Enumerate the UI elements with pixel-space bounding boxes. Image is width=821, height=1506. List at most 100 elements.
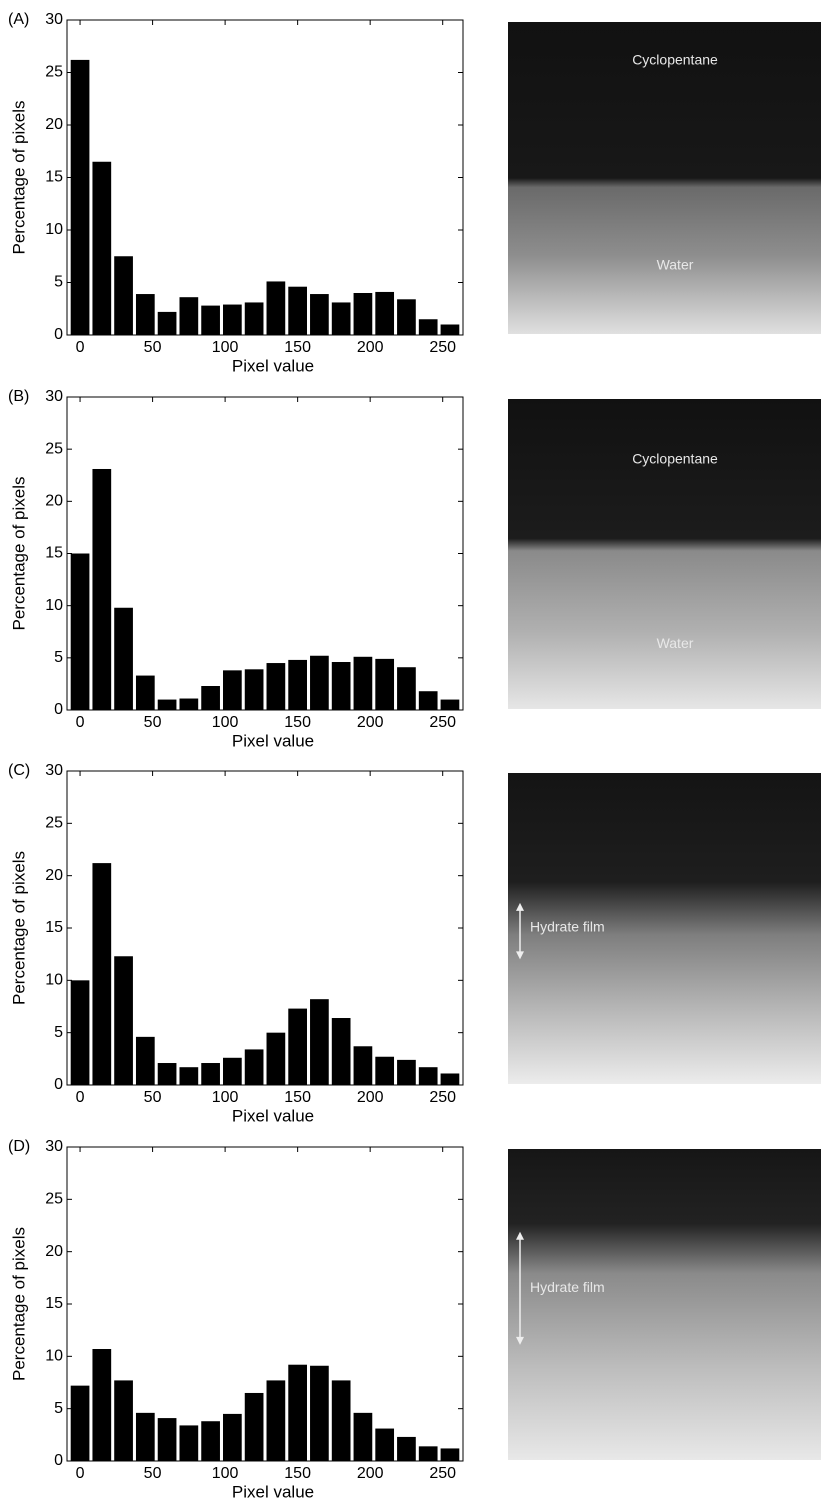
x-tick-label: 100 — [212, 714, 239, 731]
y-tick-label: 25 — [45, 440, 63, 457]
panel-label: (C) — [8, 762, 30, 779]
bar — [310, 655, 329, 710]
bar — [266, 1032, 286, 1085]
bar — [157, 699, 177, 710]
arrow-head — [516, 1336, 524, 1345]
y-tick-label: 5 — [54, 1400, 63, 1417]
y-tick-label: 15 — [45, 1295, 63, 1312]
bar — [114, 607, 133, 710]
bar — [135, 1036, 155, 1085]
image-label: Hydrate film — [530, 919, 605, 935]
x-axis-label: Pixel value — [232, 356, 314, 375]
y-axis-label: Percentage of pixels — [9, 100, 28, 254]
image-label: Water — [657, 635, 694, 651]
x-tick-label: 150 — [284, 1089, 311, 1106]
bar — [201, 686, 220, 710]
bar — [223, 1413, 242, 1461]
bar — [418, 319, 438, 335]
y-tick-label: 10 — [45, 597, 63, 614]
bar — [310, 999, 329, 1085]
bar — [135, 675, 155, 710]
y-axis-label: Percentage of pixels — [9, 1227, 28, 1381]
y-tick-label: 30 — [45, 388, 63, 405]
bar — [397, 1436, 416, 1461]
bar — [353, 1412, 373, 1461]
y-tick-label: 5 — [54, 1024, 63, 1041]
x-tick-label: 50 — [144, 1465, 162, 1482]
bar — [179, 297, 199, 335]
bar — [288, 1364, 307, 1461]
bar — [70, 553, 90, 710]
x-tick-label: 250 — [429, 1465, 456, 1482]
bar — [353, 293, 373, 335]
y-tick-label: 0 — [54, 1452, 63, 1469]
bar — [440, 1448, 460, 1461]
bar — [92, 161, 112, 335]
bar — [179, 1425, 199, 1461]
bar — [92, 863, 112, 1085]
y-tick-label: 20 — [45, 493, 63, 510]
image-label: Hydrate film — [530, 1279, 605, 1295]
x-tick-label: 100 — [212, 1089, 239, 1106]
bar — [201, 1421, 220, 1461]
bar — [310, 1365, 329, 1461]
bar — [92, 468, 112, 710]
x-tick-label: 250 — [429, 1089, 456, 1106]
arrow-head — [516, 1231, 524, 1240]
bar — [418, 1067, 438, 1085]
y-tick-label: 25 — [45, 1191, 63, 1208]
bar — [353, 1046, 373, 1085]
y-tick-label: 10 — [45, 221, 63, 238]
bar — [201, 305, 220, 335]
bar — [223, 1057, 242, 1085]
bar — [353, 656, 373, 710]
bar — [157, 311, 177, 335]
bar — [244, 302, 264, 335]
arrow-head — [516, 951, 524, 960]
bar — [397, 299, 416, 335]
bar — [157, 1418, 177, 1461]
y-tick-label: 15 — [45, 169, 63, 186]
x-tick-label: 0 — [76, 1089, 85, 1106]
y-tick-label: 5 — [54, 649, 63, 666]
photo — [508, 22, 821, 334]
bar — [266, 663, 286, 710]
x-tick-label: 200 — [357, 1089, 384, 1106]
y-tick-label: 20 — [45, 867, 63, 884]
bar — [375, 291, 395, 335]
bar — [331, 1018, 351, 1085]
bar — [310, 294, 329, 335]
bar — [201, 1063, 220, 1085]
x-tick-label: 150 — [284, 1465, 311, 1482]
photo — [508, 399, 821, 709]
bar — [70, 1385, 90, 1461]
y-tick-label: 10 — [45, 1348, 63, 1365]
bar — [440, 699, 460, 710]
bar — [92, 1349, 112, 1461]
x-tick-label: 200 — [357, 1465, 384, 1482]
image-label: Cyclopentane — [632, 52, 718, 68]
x-tick-label: 50 — [144, 339, 162, 356]
bar — [440, 324, 460, 335]
bar — [375, 658, 395, 710]
x-tick-label: 200 — [357, 339, 384, 356]
panel-label: (A) — [8, 11, 29, 28]
photo — [508, 1149, 821, 1460]
bar — [179, 698, 199, 710]
bar — [418, 1446, 438, 1461]
y-tick-label: 30 — [45, 11, 63, 28]
x-tick-label: 200 — [357, 714, 384, 731]
bar — [70, 59, 90, 336]
x-tick-label: 150 — [284, 714, 311, 731]
y-tick-label: 20 — [45, 116, 63, 133]
bar — [179, 1067, 199, 1085]
bar — [114, 956, 133, 1085]
y-tick-label: 0 — [54, 701, 63, 718]
y-tick-label: 0 — [54, 1076, 63, 1093]
x-tick-label: 0 — [76, 339, 85, 356]
panel-label: (D) — [8, 1138, 30, 1155]
bar — [114, 1380, 133, 1461]
x-tick-label: 50 — [144, 1089, 162, 1106]
bar — [135, 1412, 155, 1461]
